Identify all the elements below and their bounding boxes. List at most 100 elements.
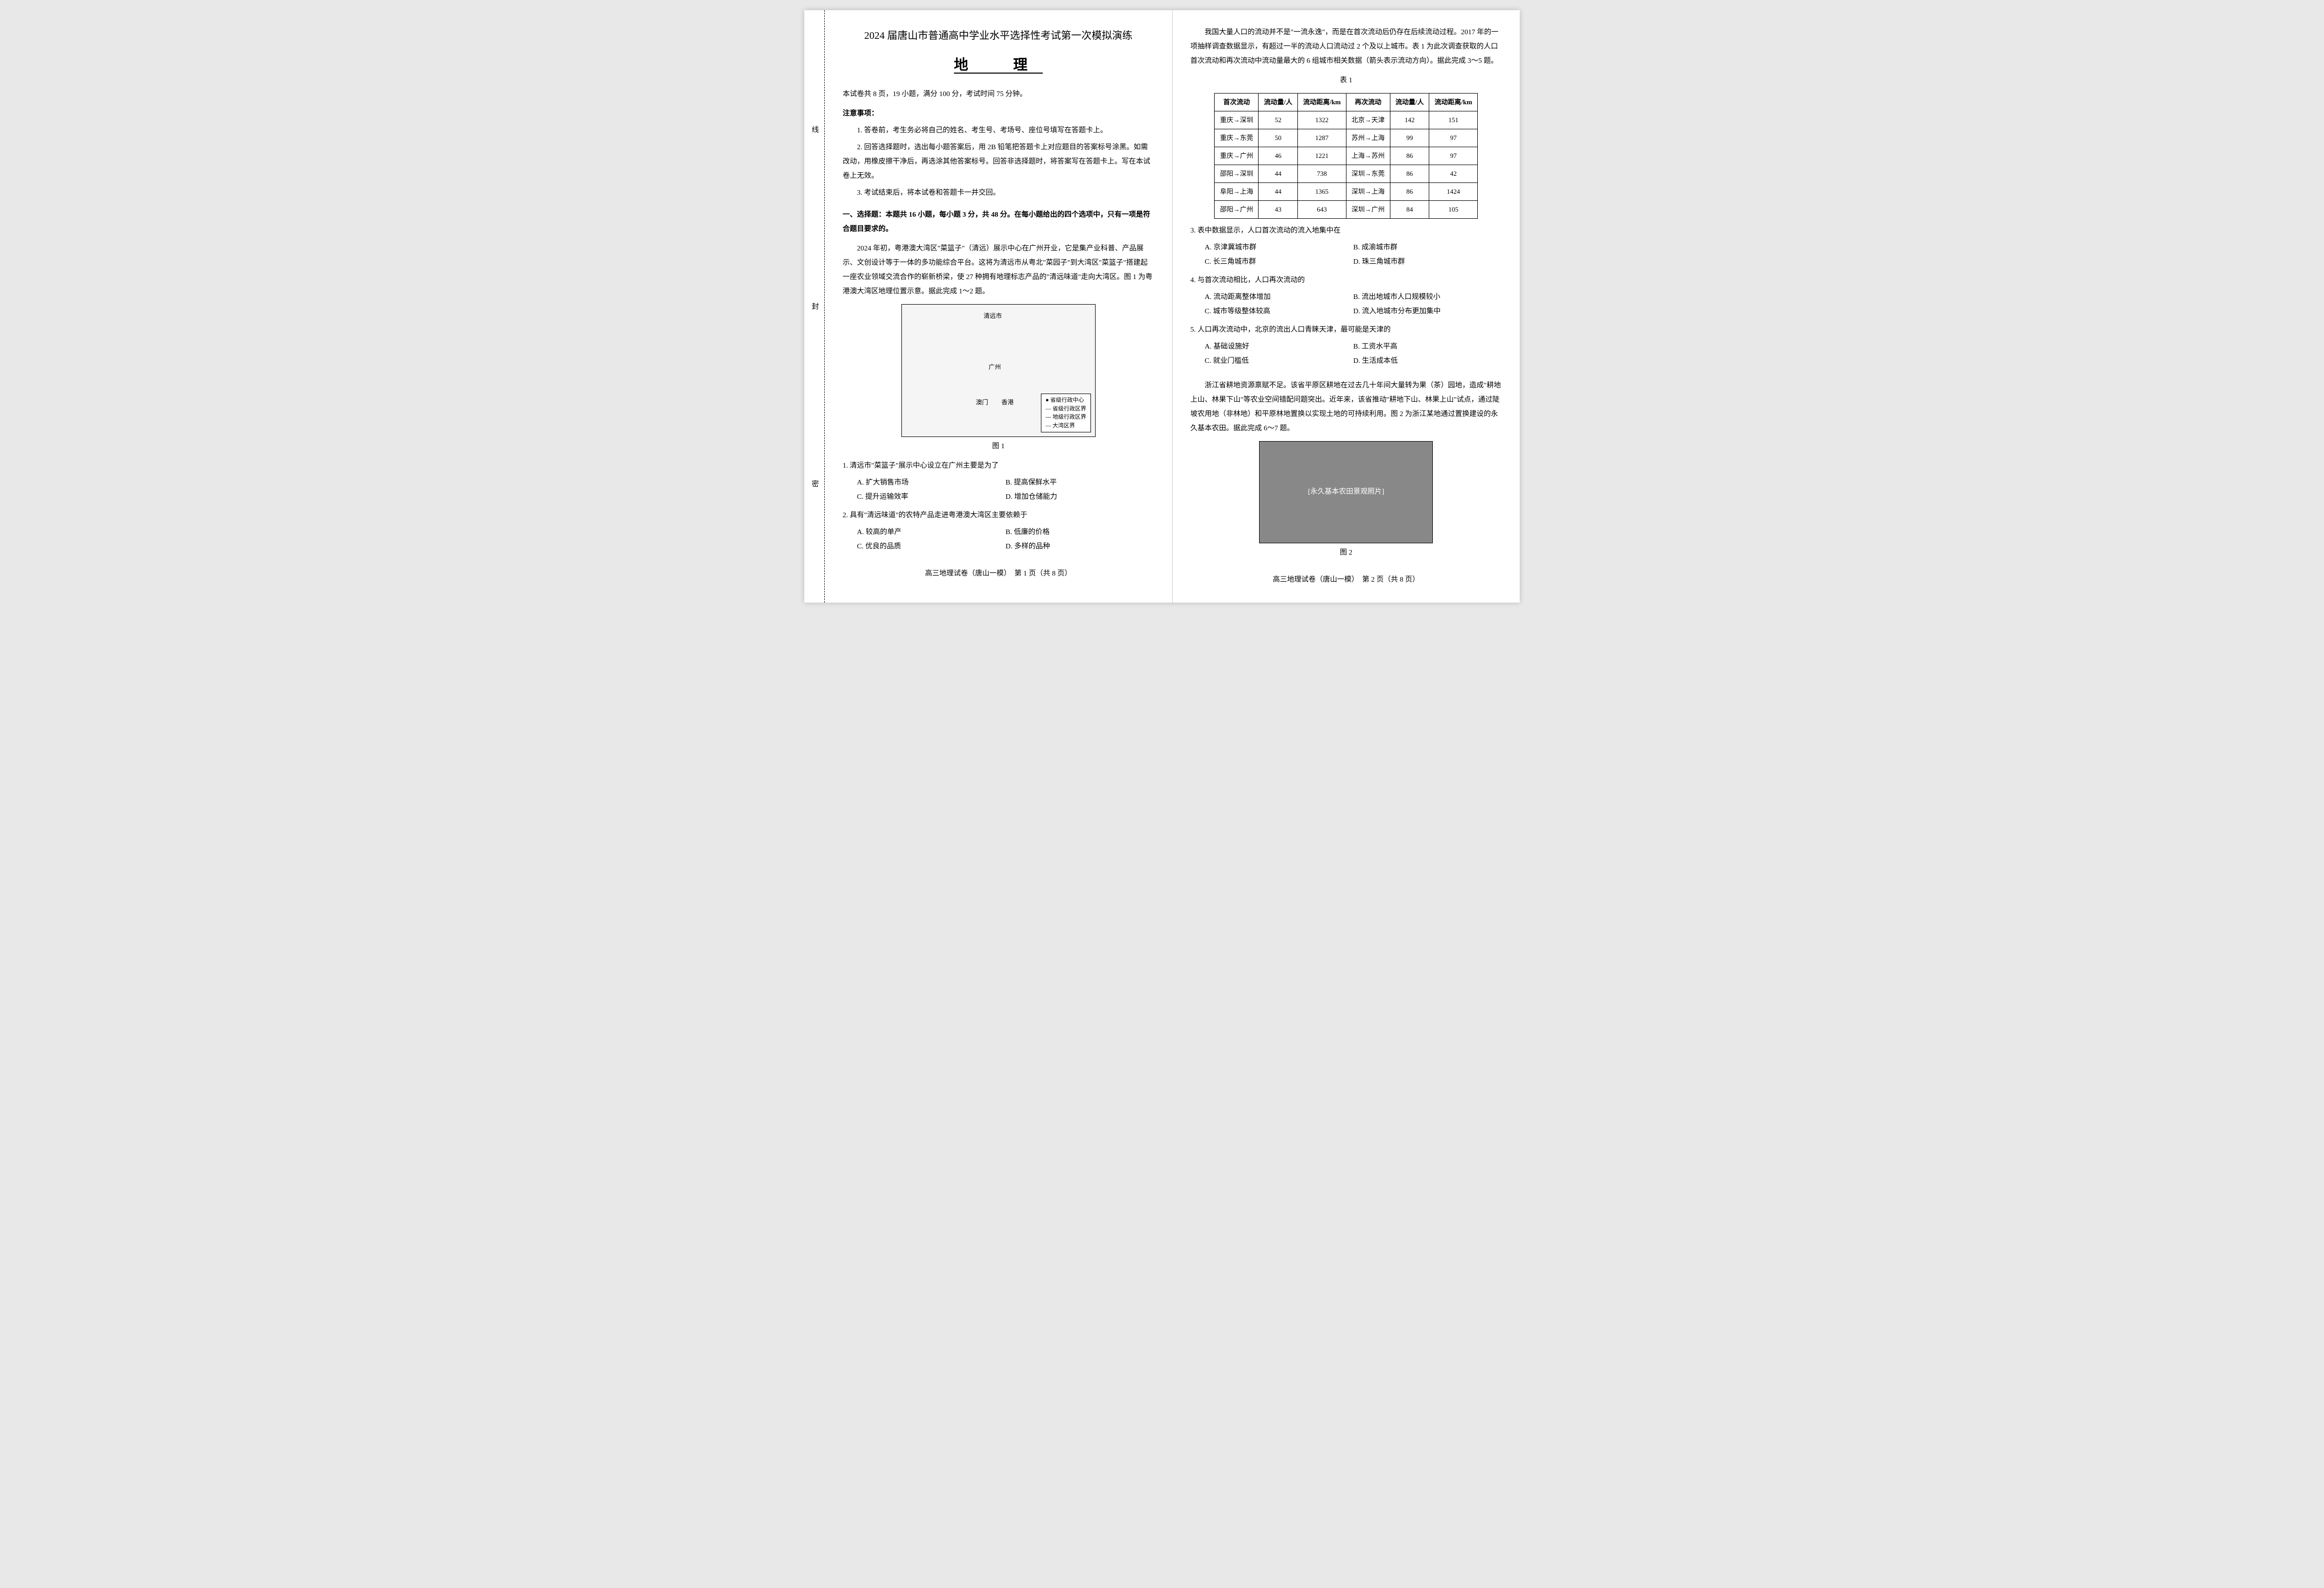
figure-2-caption: 图 2	[1191, 546, 1502, 560]
map-image: 清远市 广州 澳门 香港 ● 省级行政中心 — 省级行政区界 --- 地级行政区…	[901, 304, 1096, 437]
passage-2: 我国大量人口的流动并不是"一流永逸"，而是在首次流动后仍存在后续流动过程。201…	[1191, 26, 1502, 68]
photo-image: [永久基本农田景观照片]	[1259, 441, 1433, 543]
cell: 84	[1390, 201, 1429, 219]
cell: 1365	[1298, 183, 1346, 201]
notice-heading: 注意事项：	[843, 107, 1154, 121]
cell: 1221	[1298, 147, 1346, 165]
passage-3: 浙江省耕地资源禀赋不足。该省平原区耕地在过去几十年间大量转为果（茶）园地，造成"…	[1191, 379, 1502, 436]
cell: 北京→天津	[1346, 111, 1390, 129]
cell: 43	[1259, 201, 1298, 219]
q3-option-c: C. 长三角城市群	[1205, 255, 1354, 269]
cell: 738	[1298, 165, 1346, 183]
page-2: 我国大量人口的流动并不是"一流永逸"，而是在首次流动后仍存在后续流动过程。201…	[1173, 10, 1520, 603]
table-1: 首次流动 流动量/人 流动距离/km 再次流动 流动量/人 流动距离/km 重庆…	[1214, 93, 1478, 219]
cell: 深圳→东莞	[1346, 165, 1390, 183]
table-row: 邵阳→广州43643深圳→广州84105	[1215, 201, 1478, 219]
q5-option-c: C. 就业门槛低	[1205, 354, 1354, 369]
cell: 99	[1390, 129, 1429, 147]
map-label-xianggang: 香港	[1002, 396, 1014, 408]
cell: 重庆→广州	[1215, 147, 1259, 165]
cell: 86	[1390, 147, 1429, 165]
table-1-caption: 表 1	[1191, 74, 1502, 88]
question-1-stem: 1. 清远市"菜篮子"展示中心设立在广州主要是为了	[843, 459, 1154, 473]
q1-option-b: B. 提高保鲜水平	[1006, 476, 1154, 490]
table-row: 重庆→深圳521322北京→天津142151	[1215, 111, 1478, 129]
q4-option-c: C. 城市等级整体较高	[1205, 305, 1354, 319]
q4-option-b: B. 流出地城市人口规模较小	[1353, 290, 1502, 305]
margin-label-2: 封	[809, 303, 820, 310]
exam-paper: 线 封 密 2024 届唐山市普通高中学业水平选择性考试第一次模拟演练 地 理 …	[804, 10, 1520, 603]
figure-1-caption: 图 1	[843, 440, 1154, 454]
cell: 142	[1390, 111, 1429, 129]
legend-item-4: — 大湾区界	[1045, 422, 1086, 430]
q4-option-a: A. 流动距离整体增加	[1205, 290, 1354, 305]
question-4-stem: 4. 与首次流动相比，人口再次流动的	[1191, 273, 1502, 288]
question-3-options: A. 京津冀城市群 B. 成渝城市群 C. 长三角城市群 D. 珠三角城市群	[1191, 241, 1502, 269]
page-1: 2024 届唐山市普通高中学业水平选择性考试第一次模拟演练 地 理 本试卷共 8…	[825, 10, 1173, 603]
table-row: 邵阳→深圳44738深圳→东莞8642	[1215, 165, 1478, 183]
table-row: 重庆→东莞501287苏州→上海9997	[1215, 129, 1478, 147]
cell: 105	[1429, 201, 1478, 219]
cell: 44	[1259, 165, 1298, 183]
cell: 1322	[1298, 111, 1346, 129]
th-0: 首次流动	[1215, 94, 1259, 111]
q2-option-c: C. 优良的品质	[857, 540, 1006, 554]
th-5: 流动距离/km	[1429, 94, 1478, 111]
exam-title: 2024 届唐山市普通高中学业水平选择性考试第一次模拟演练	[843, 26, 1154, 46]
cell: 阜阳→上海	[1215, 183, 1259, 201]
cell: 643	[1298, 201, 1346, 219]
notice-3: 3. 考试结束后，将本试卷和答题卡一并交回。	[843, 186, 1154, 200]
legend-item-2: — 省级行政区界	[1045, 405, 1086, 413]
question-2-options: A. 较高的单产 B. 低廉的价格 C. 优良的品质 D. 多样的品种	[843, 525, 1154, 554]
cell: 1287	[1298, 129, 1346, 147]
cell: 151	[1429, 111, 1478, 129]
cell: 重庆→东莞	[1215, 129, 1259, 147]
map-legend: ● 省级行政中心 — 省级行政区界 --- 地级行政区界 — 大湾区界	[1041, 394, 1091, 432]
notice-1: 1. 答卷前，考生务必将自己的姓名、考生号、考场号、座位号填写在答题卡上。	[843, 124, 1154, 138]
q1-option-c: C. 提升运输效率	[857, 490, 1006, 504]
cell: 1424	[1429, 183, 1478, 201]
th-2: 流动距离/km	[1298, 94, 1346, 111]
cell: 苏州→上海	[1346, 129, 1390, 147]
cell: 重庆→深圳	[1215, 111, 1259, 129]
q4-option-d: D. 流入地城市分布更加集中	[1353, 305, 1502, 319]
q2-option-a: A. 较高的单产	[857, 525, 1006, 540]
table-body: 重庆→深圳521322北京→天津142151 重庆→东莞501287苏州→上海9…	[1215, 111, 1478, 219]
q3-option-d: D. 珠三角城市群	[1353, 255, 1502, 269]
table-header-row: 首次流动 流动量/人 流动距离/km 再次流动 流动量/人 流动距离/km	[1215, 94, 1478, 111]
q2-option-d: D. 多样的品种	[1006, 540, 1154, 554]
q3-option-a: A. 京津冀城市群	[1205, 241, 1354, 255]
th-4: 流动量/人	[1390, 94, 1429, 111]
cell: 50	[1259, 129, 1298, 147]
margin-label-1: 线	[809, 126, 820, 133]
question-4-options: A. 流动距离整体增加 B. 流出地城市人口规模较小 C. 城市等级整体较高 D…	[1191, 290, 1502, 319]
cell: 44	[1259, 183, 1298, 201]
question-1-options: A. 扩大销售市场 B. 提高保鲜水平 C. 提升运输效率 D. 增加仓储能力	[843, 476, 1154, 504]
cell: 邵阳→广州	[1215, 201, 1259, 219]
q2-option-b: B. 低廉的价格	[1006, 525, 1154, 540]
margin-label-3: 密	[809, 480, 820, 487]
table-row: 重庆→广州461221上海→苏州8697	[1215, 147, 1478, 165]
cell: 86	[1390, 165, 1429, 183]
exam-info: 本试卷共 8 页，19 小题，满分 100 分，考试时间 75 分钟。	[843, 87, 1154, 102]
q1-option-d: D. 增加仓储能力	[1006, 490, 1154, 504]
cell: 42	[1429, 165, 1478, 183]
cell: 97	[1429, 129, 1478, 147]
notice-2: 2. 回答选择题时，选出每小题答案后，用 2B 铅笔把答题卡上对应题目的答案标号…	[843, 141, 1154, 183]
map-label-aomen: 澳门	[976, 396, 988, 408]
cell: 深圳→上海	[1346, 183, 1390, 201]
question-2-stem: 2. 具有"清远味道"的农特产品走进粤港澳大湾区主要依赖于	[843, 509, 1154, 523]
section-1-title: 一、选择题：本题共 16 小题，每小题 3 分，共 48 分。在每小题给出的四个…	[843, 208, 1154, 237]
map-label-qingyuan: 清远市	[984, 310, 1002, 322]
subject-title: 地 理	[843, 51, 1154, 80]
q5-option-b: B. 工资水平高	[1353, 340, 1502, 354]
cell: 深圳→广州	[1346, 201, 1390, 219]
legend-item-1: ● 省级行政中心	[1045, 396, 1086, 405]
question-5-options: A. 基础设施好 B. 工资水平高 C. 就业门槛低 D. 生活成本低	[1191, 340, 1502, 369]
table-row: 阜阳→上海441365深圳→上海861424	[1215, 183, 1478, 201]
question-5-stem: 5. 人口再次流动中，北京的流出人口青睐天津，最可能是天津的	[1191, 323, 1502, 337]
page-2-footer: 高三地理试卷（唐山一模） 第 2 页（共 8 页）	[1191, 573, 1502, 587]
q3-option-b: B. 成渝城市群	[1353, 241, 1502, 255]
binding-margin: 线 封 密	[804, 10, 825, 603]
passage-1: 2024 年初，粤港澳大湾区"菜篮子"（清远）展示中心在广州开业，它是集产业科普…	[843, 242, 1154, 299]
